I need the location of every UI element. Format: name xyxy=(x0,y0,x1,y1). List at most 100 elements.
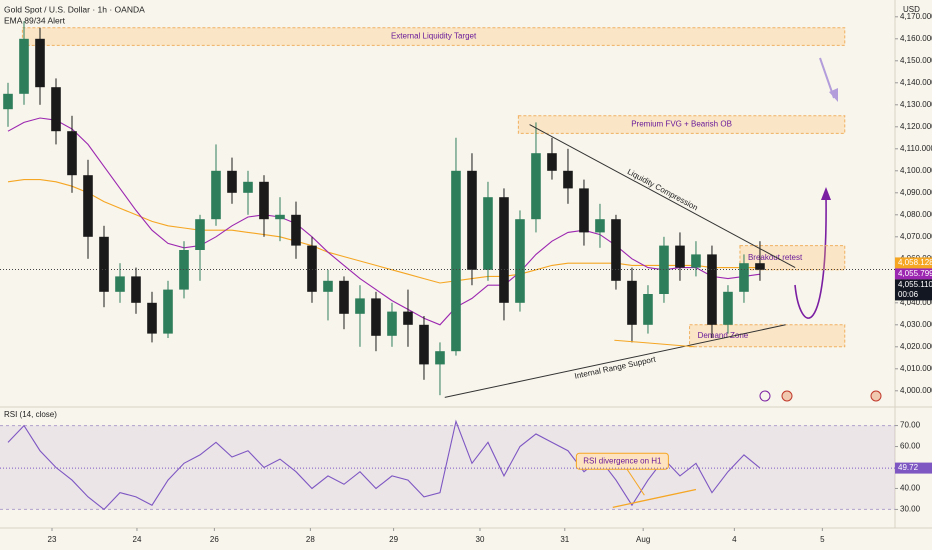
x-tick-label: 24 xyxy=(133,535,142,544)
candle-body xyxy=(339,280,349,314)
trend-line xyxy=(444,324,786,398)
y-tick-label: 70.00 xyxy=(900,421,921,430)
candle-body xyxy=(195,219,205,250)
candle-body xyxy=(243,181,253,193)
y-tick-label: 4,010.000 xyxy=(900,364,932,373)
candle-body xyxy=(291,214,301,246)
x-tick-label: 23 xyxy=(48,535,57,544)
indicator-title: EMA 89/34 Alert xyxy=(4,15,66,25)
candle-body xyxy=(307,245,317,292)
divergence-line xyxy=(612,488,697,508)
candle-body xyxy=(419,324,429,365)
candle-body xyxy=(643,294,653,325)
candle-body xyxy=(515,219,525,303)
y-tick-label: 4,100.000 xyxy=(900,166,932,175)
y-tick-label: 40.00 xyxy=(900,484,921,493)
y-tick-label: 4,000.000 xyxy=(900,386,932,395)
symbol-title: Gold Spot / U.S. Dollar · 1h · OANDA xyxy=(4,4,145,14)
price-label-bg xyxy=(895,268,932,280)
zone xyxy=(21,27,846,46)
last-price-label: 4,055.110 xyxy=(898,280,932,289)
rsi-title: RSI (14, close) xyxy=(4,410,57,419)
rsi-value-label: 49.72 xyxy=(898,463,919,472)
arrow-head xyxy=(821,187,831,200)
candle-body xyxy=(627,280,637,325)
candle-body xyxy=(19,38,29,94)
zone-label: Demand Zone xyxy=(698,331,749,340)
candle-body xyxy=(611,219,621,281)
candle-body xyxy=(563,170,573,189)
trend-line xyxy=(614,339,695,348)
y-tick-label: 4,160.000 xyxy=(900,34,932,43)
y-tick-label: 4,150.000 xyxy=(900,56,932,65)
alert-icon[interactable] xyxy=(759,390,771,402)
candle-body xyxy=(595,219,605,233)
y-tick-label: 4,080.000 xyxy=(900,210,932,219)
candle-body xyxy=(467,170,477,270)
x-tick-label: 31 xyxy=(560,535,569,544)
x-tick-label: 30 xyxy=(476,535,485,544)
x-tick-label: 28 xyxy=(306,535,315,544)
candle-body xyxy=(115,276,125,292)
event-icon[interactable] xyxy=(781,390,793,402)
zone-label: Premium FVG + Bearish OB xyxy=(631,120,732,129)
price-label: 4,058.128 xyxy=(898,258,932,267)
candle-body xyxy=(275,214,285,220)
zone-label: External Liquidity Target xyxy=(391,32,477,41)
countdown-label: 00:06 xyxy=(898,290,919,299)
candle-body xyxy=(259,181,269,220)
callout-label: RSI divergence on H1 xyxy=(583,456,662,465)
callout-pointer xyxy=(625,467,645,496)
candle-body xyxy=(723,291,733,325)
candle-body xyxy=(3,93,13,110)
rsi-band xyxy=(0,425,895,510)
projection-curve xyxy=(794,194,827,319)
candle-body xyxy=(355,298,365,314)
price-label-bg xyxy=(895,257,932,269)
y-tick-label: 4,020.000 xyxy=(900,342,932,351)
y-tick-label: 4,110.000 xyxy=(900,144,932,153)
candle-body xyxy=(739,263,749,292)
x-tick-label: Aug xyxy=(636,535,650,544)
candle-body xyxy=(211,170,221,220)
candle-body xyxy=(51,87,61,132)
x-tick-label: 29 xyxy=(389,535,398,544)
candle-body xyxy=(67,131,77,176)
y-tick-label: 4,030.000 xyxy=(900,320,932,329)
candle-body xyxy=(387,311,397,336)
zone xyxy=(517,115,846,134)
y-tick-label: 4,120.000 xyxy=(900,122,932,131)
candle-body xyxy=(147,302,157,334)
candle-body xyxy=(227,170,237,193)
y-tick-label: 30.00 xyxy=(900,505,921,514)
candle-body xyxy=(435,351,445,365)
candle-body xyxy=(83,175,93,237)
rsi-line xyxy=(7,419,761,511)
y-tick-label: 4,090.000 xyxy=(900,188,932,197)
candle-body xyxy=(323,280,333,292)
trend-line xyxy=(529,124,796,269)
candle-body xyxy=(707,254,717,325)
candle-body xyxy=(99,236,109,292)
y-tick-label: 4,170.000 xyxy=(900,12,932,21)
y-tick-label: 4,040.000 xyxy=(900,298,932,307)
y-tick-label: 4,130.000 xyxy=(900,100,932,109)
ema-line xyxy=(7,117,761,326)
candle-body xyxy=(451,170,461,352)
candle-body xyxy=(483,197,493,270)
event-icon[interactable] xyxy=(870,390,882,402)
x-tick-label: 4 xyxy=(732,535,737,544)
price-label: 4,055.799 xyxy=(898,269,932,278)
candle-body xyxy=(131,276,141,303)
y-tick-label: 60.00 xyxy=(900,442,921,451)
candle-body xyxy=(499,197,509,303)
candle-body xyxy=(547,153,557,171)
callout-box xyxy=(575,452,669,470)
last-price-bg xyxy=(895,279,932,301)
candle-body xyxy=(579,188,589,233)
candle-body xyxy=(531,153,541,220)
x-tick-label: 26 xyxy=(210,535,219,544)
x-tick-label: 5 xyxy=(820,535,825,544)
